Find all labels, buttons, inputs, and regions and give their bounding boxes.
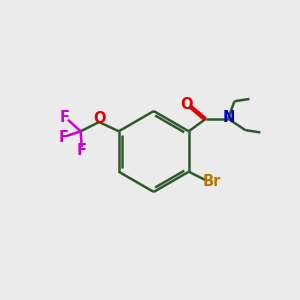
- Text: O: O: [93, 111, 106, 126]
- Text: N: N: [223, 110, 236, 125]
- Text: F: F: [58, 130, 68, 145]
- Text: O: O: [181, 97, 193, 112]
- Text: F: F: [77, 143, 87, 158]
- Text: Br: Br: [203, 174, 221, 189]
- Text: F: F: [60, 110, 70, 125]
